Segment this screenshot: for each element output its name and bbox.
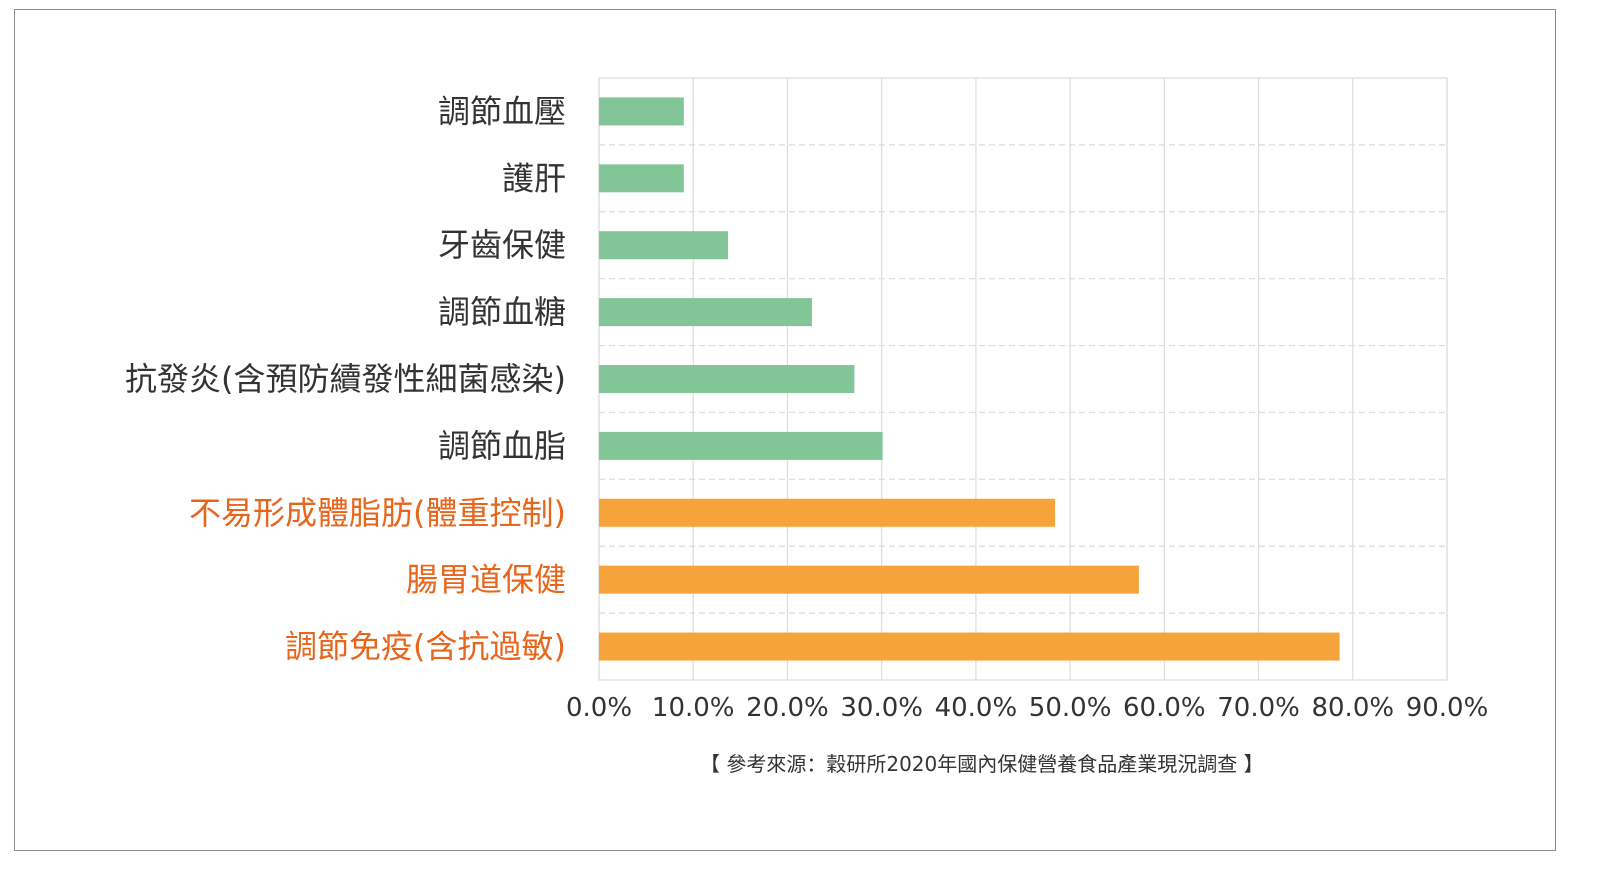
category-label: 調節免疫(含抗過敏) bbox=[285, 628, 566, 666]
category-label: 調節血壓 bbox=[438, 92, 566, 130]
category-label: 調節血脂 bbox=[438, 427, 566, 465]
source-note: 【 參考來源：穀研所2020年國內保健營養食品產業現況調查 】 bbox=[700, 752, 1264, 776]
x-tick-label: 10.0% bbox=[652, 693, 735, 723]
category-label: 調節血糖 bbox=[438, 293, 566, 331]
bar bbox=[599, 431, 883, 460]
category-label: 護肝 bbox=[502, 159, 566, 197]
x-tick-label: 80.0% bbox=[1311, 693, 1394, 723]
x-tick-label: 70.0% bbox=[1217, 693, 1300, 723]
bar bbox=[599, 498, 1056, 527]
category-label: 不易形成體脂肪(體重控制) bbox=[189, 494, 566, 532]
bar bbox=[599, 632, 1340, 661]
chart-frame bbox=[14, 9, 1556, 851]
x-tick-label: 50.0% bbox=[1029, 693, 1112, 723]
category-label: 牙齒保健 bbox=[438, 226, 566, 264]
bar bbox=[599, 365, 855, 393]
bar bbox=[599, 298, 812, 327]
bar bbox=[599, 565, 1139, 594]
x-tick-label: 20.0% bbox=[746, 693, 829, 723]
bar bbox=[599, 231, 729, 260]
x-tick-label: 90.0% bbox=[1406, 693, 1489, 723]
bar bbox=[599, 97, 684, 126]
x-tick-label: 40.0% bbox=[935, 693, 1018, 723]
category-label: 腸胃道保健 bbox=[406, 561, 566, 599]
x-tick-label: 30.0% bbox=[840, 693, 923, 723]
x-tick-label: 0.0% bbox=[566, 693, 632, 723]
category-label: 抗發炎(含預防續發性細菌感染) bbox=[125, 360, 566, 398]
x-tick-label: 60.0% bbox=[1123, 693, 1206, 723]
bar bbox=[599, 164, 684, 193]
